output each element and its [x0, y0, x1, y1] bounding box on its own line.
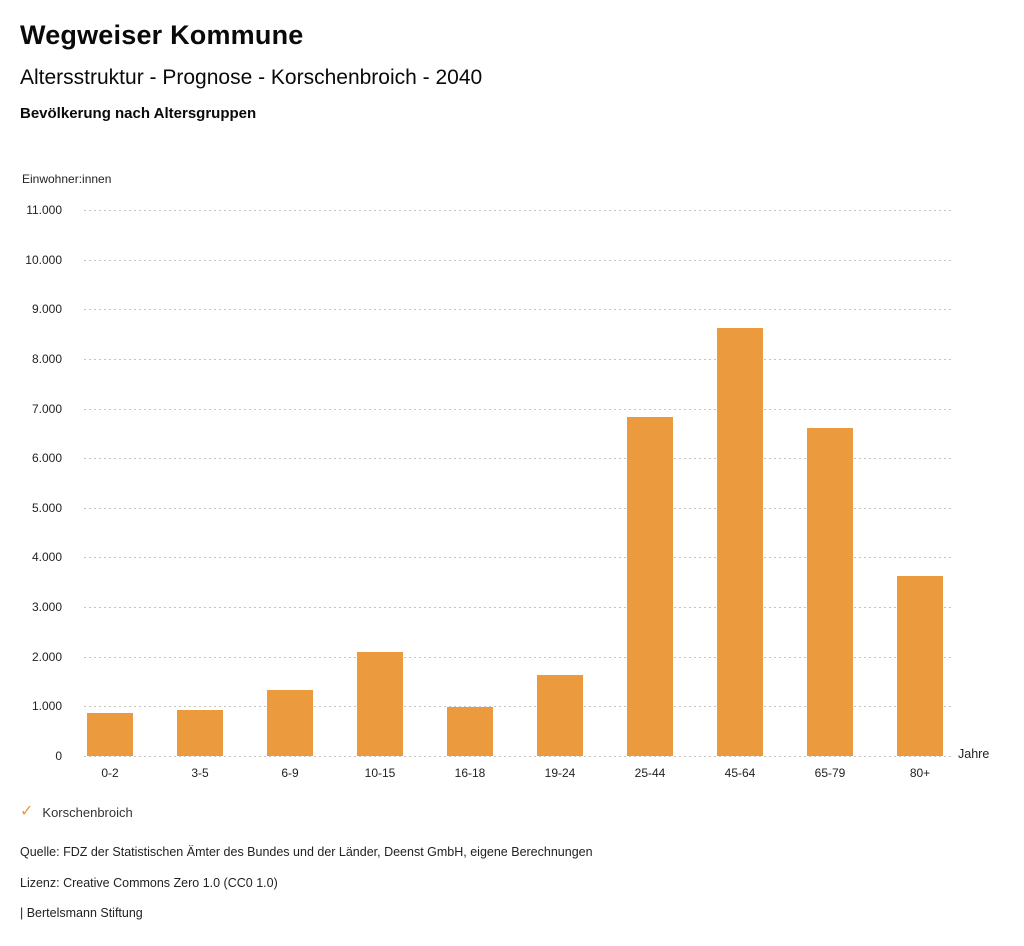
bar-10-15[interactable]	[357, 652, 403, 756]
x-tick-label-25-44: 25-44	[634, 766, 666, 780]
x-tick-label-65-79: 65-79	[814, 766, 846, 780]
plot-area	[84, 210, 954, 757]
gridline-7.000	[84, 408, 954, 410]
x-tick-label-3-5: 3-5	[191, 766, 209, 780]
bar-80+[interactable]	[897, 576, 943, 756]
bar-6-9[interactable]	[267, 690, 313, 756]
y-tick-label: 3.000	[31, 600, 62, 615]
page-title: Wegweiser Kommune	[20, 20, 304, 50]
x-tick-label-6-9: 6-9	[281, 766, 299, 780]
legend-label: Korschenbroich	[42, 804, 133, 820]
license-text: Lizenz: Creative Commons Zero 1.0 (CC0 1…	[20, 876, 278, 890]
legend-check-icon: ✓	[20, 803, 34, 820]
gridline-9.000	[84, 309, 954, 311]
source-text: Quelle: FDZ der Statistischen Ämter des …	[20, 845, 593, 859]
y-tick-label: 1.000	[31, 699, 62, 714]
y-tick-label: 2.000	[31, 649, 62, 664]
gridline-6.000	[84, 458, 954, 460]
y-tick-label: 6.000	[31, 451, 62, 466]
gridline-11.000	[84, 210, 954, 211]
gridline-5.000	[84, 507, 954, 509]
gridline-8.000	[84, 358, 954, 360]
chart-subtitle: Altersstruktur - Prognose - Korschenbroi…	[20, 66, 483, 89]
y-tick-label: 5.000	[31, 500, 62, 515]
y-tick-label: 11.000	[26, 203, 62, 217]
bar-16-18[interactable]	[447, 707, 493, 756]
y-tick-label: 0	[55, 749, 62, 763]
gridline-0	[84, 756, 954, 757]
y-tick-label: 4.000	[31, 550, 62, 565]
y-tick-label: 7.000	[31, 401, 62, 416]
legend-item-korschenbroich[interactable]: ✓ Korschenbroich	[20, 804, 133, 820]
x-tick-label-45-64: 45-64	[724, 766, 756, 780]
y-axis-title: Einwohner:innen	[22, 172, 112, 186]
y-tick-label: 8.000	[31, 351, 62, 366]
gridline-10.000	[84, 259, 954, 261]
bar-65-79[interactable]	[807, 428, 853, 756]
chart-section-title: Bevölkerung nach Altersgruppen	[20, 105, 257, 122]
attribution-text: | Bertelsmann Stiftung	[20, 906, 143, 920]
bar-19-24[interactable]	[537, 675, 583, 756]
y-tick-label: 10.000	[25, 252, 62, 267]
bar-45-64[interactable]	[717, 328, 763, 756]
gridline-1.000	[84, 706, 954, 708]
y-tick-label: 9.000	[31, 302, 62, 317]
bar-25-44[interactable]	[627, 417, 673, 756]
bar-0-2[interactable]	[87, 713, 133, 756]
x-tick-label-16-18: 16-18	[454, 766, 486, 780]
x-tick-label-10-15: 10-15	[364, 766, 396, 780]
x-axis-title: Jahre	[958, 747, 990, 761]
x-tick-label-80+: 80+	[909, 766, 931, 780]
gridline-3.000	[84, 607, 954, 609]
gridline-2.000	[84, 656, 954, 658]
bar-3-5[interactable]	[177, 710, 223, 756]
x-tick-label-19-24: 19-24	[544, 766, 576, 780]
x-tick-label-0-2: 0-2	[101, 766, 119, 780]
gridline-4.000	[84, 557, 954, 559]
